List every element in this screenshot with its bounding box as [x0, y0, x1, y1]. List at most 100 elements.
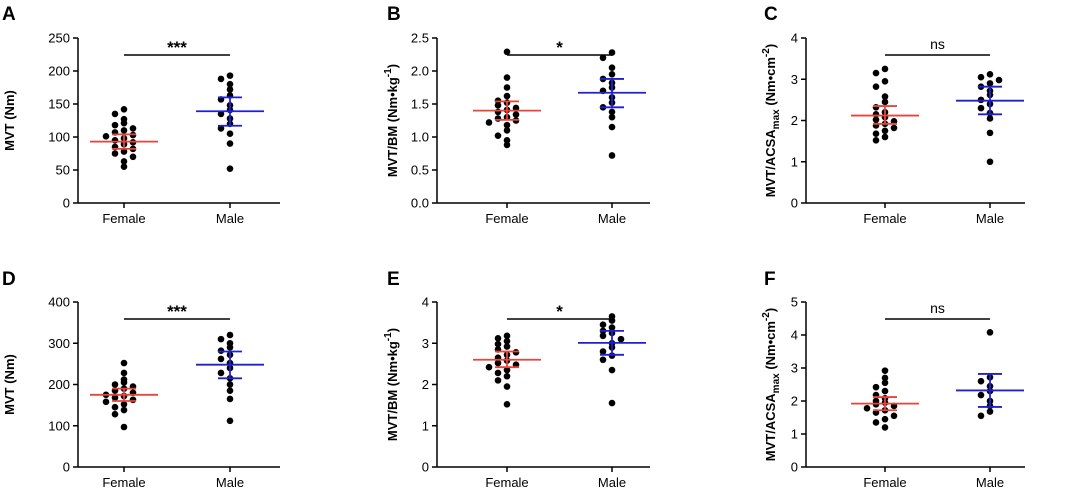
y-tick-label: 0	[791, 196, 798, 211]
data-point	[617, 335, 625, 343]
data-point	[503, 337, 511, 345]
data-point	[881, 133, 889, 141]
data-point	[881, 374, 889, 382]
data-point	[120, 379, 128, 386]
data-point	[494, 132, 502, 139]
panel-b: B 0.0 0.5 1.0 1.5 2.0 2.5 Female Male MVT/BM (Nm•…	[383, 4, 650, 226]
y-tick-label: 3	[422, 336, 429, 351]
data-point	[102, 133, 110, 140]
panel-letter: F	[764, 269, 776, 290]
data-point	[226, 417, 234, 425]
y-tick-label: 100	[48, 130, 70, 145]
y-tick-label: 100	[48, 418, 70, 433]
data-point	[494, 115, 502, 122]
data-point	[608, 113, 616, 121]
data-point	[608, 64, 616, 71]
data-point	[890, 412, 898, 420]
y-tick-label: 150	[48, 97, 70, 112]
data-point	[995, 76, 1003, 84]
data-point	[608, 108, 616, 116]
data-point	[226, 165, 234, 172]
data-point	[485, 363, 493, 371]
data-point	[599, 356, 607, 364]
data-point	[503, 84, 511, 91]
data-point	[111, 403, 119, 411]
data-point	[986, 80, 994, 87]
data-point	[494, 108, 502, 116]
data-point	[881, 367, 889, 374]
data-point	[120, 158, 128, 165]
x-category-label: Female	[863, 475, 906, 490]
data-point	[503, 343, 511, 350]
data-point	[608, 399, 616, 407]
panel-d: D 0 100 200 300 400 Female Male MVT (Nm) ***	[2, 269, 280, 490]
data-point	[881, 379, 889, 387]
data-point	[111, 394, 119, 402]
y-tick-label: 300	[48, 336, 70, 351]
panel-letter: E	[387, 269, 400, 290]
x-category-label: Female	[102, 475, 145, 490]
data-point	[986, 329, 994, 336]
data-point	[226, 381, 234, 388]
data-point	[503, 137, 511, 144]
significance-label: ***	[167, 38, 187, 57]
data-point	[986, 158, 994, 166]
data-point	[111, 410, 119, 418]
y-tick-label: 0.0	[411, 196, 429, 211]
data-point	[872, 130, 880, 137]
y-tick-label: 0	[63, 196, 70, 211]
y-tick-label: 4	[791, 328, 798, 343]
data-point	[881, 127, 889, 135]
data-point	[881, 415, 889, 423]
data-point	[503, 372, 511, 380]
data-point	[226, 130, 234, 137]
data-point	[881, 78, 889, 85]
panel-e: E 0 1 2 3 4 Female Male MVT/BM (Nm•kg-1) *	[383, 269, 650, 490]
data-point	[503, 92, 511, 100]
panel-letter: B	[387, 4, 401, 25]
data-point	[872, 69, 880, 77]
data-point	[111, 150, 119, 157]
y-tick-label: 5	[791, 295, 798, 310]
data-point	[977, 377, 985, 385]
y-tick-label: 3	[791, 72, 798, 87]
data-point	[503, 141, 511, 149]
data-point	[503, 127, 511, 134]
data-point	[217, 125, 225, 132]
significance-label: ***	[167, 302, 187, 321]
data-point	[503, 366, 511, 374]
data-point	[890, 124, 898, 132]
data-point	[872, 137, 880, 144]
data-point	[120, 369, 128, 377]
y-tick-label: 200	[48, 64, 70, 79]
x-category-label: Male	[598, 211, 626, 226]
data-point	[986, 408, 994, 415]
data-point	[599, 321, 607, 328]
data-point	[226, 387, 234, 394]
data-point	[872, 419, 880, 426]
data-point	[494, 377, 502, 384]
y-tick-label: 1	[422, 418, 429, 433]
y-tick-label: 2	[791, 113, 798, 128]
y-axis-label: MVT/ACSAmax (Nm•cm-2)	[761, 44, 782, 197]
data-point	[226, 331, 234, 339]
data-point	[881, 65, 889, 73]
data-point	[881, 387, 889, 395]
data-point	[494, 335, 502, 342]
y-tick-label: 2.5	[411, 31, 429, 46]
data-point	[503, 401, 511, 408]
data-point	[120, 423, 128, 431]
data-point	[599, 54, 607, 62]
y-tick-label: 2	[791, 394, 798, 409]
x-category-label: Male	[216, 211, 244, 226]
data-point	[217, 355, 225, 363]
panel-letter: A	[2, 4, 16, 25]
data-point	[494, 340, 502, 348]
data-point	[503, 383, 511, 390]
data-point	[881, 98, 889, 106]
y-tick-label: 0	[63, 460, 70, 475]
data-point	[102, 398, 110, 406]
y-tick-label: 200	[48, 377, 70, 392]
y-tick-label: 0	[791, 460, 798, 475]
data-point	[512, 111, 520, 118]
